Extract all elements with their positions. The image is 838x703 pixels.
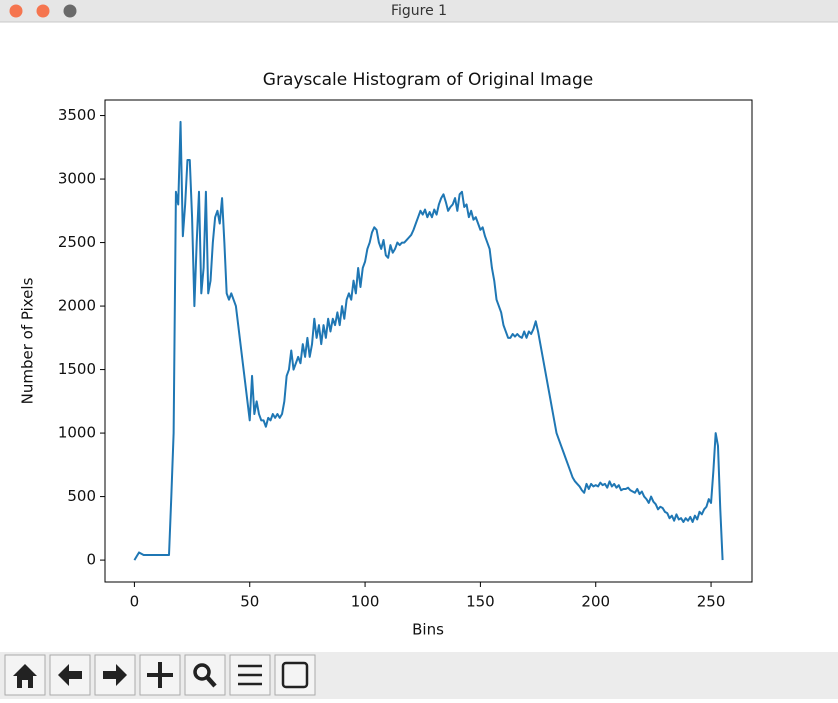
- y-tick-label: 3500: [58, 106, 96, 124]
- zoom-rect-button[interactable]: [184, 654, 226, 696]
- y-tick-label: 1500: [58, 360, 96, 378]
- chart-title: Grayscale Histogram of Original Image: [263, 70, 593, 90]
- home-icon: [13, 664, 37, 688]
- window-title: Figure 1: [391, 3, 447, 19]
- pan-icon: [147, 662, 173, 688]
- x-tick-label: 250: [697, 593, 726, 611]
- data-line: [133, 120, 724, 561]
- zoom-icon: [193, 663, 211, 681]
- back-icon: [58, 664, 82, 686]
- x-tick-label: 150: [466, 593, 495, 611]
- y-tick-label: 3000: [58, 170, 96, 188]
- x-axis-label: Bins: [412, 621, 444, 639]
- y-tick-label: 2500: [58, 233, 96, 251]
- y-axis-label: Number of Pixels: [19, 277, 37, 404]
- title-bar: [0, 0, 838, 22]
- y-tick-label: 2000: [58, 297, 96, 315]
- x-tick-label: 0: [130, 593, 140, 611]
- zoom-button[interactable]: [63, 4, 77, 18]
- save-button[interactable]: [274, 654, 316, 696]
- y-tick-label: 1000: [58, 424, 96, 442]
- x-tick-label: 200: [581, 593, 610, 611]
- plot-frame: [104, 99, 753, 583]
- minimize-button[interactable]: [36, 4, 50, 18]
- save-icon: [281, 661, 309, 689]
- x-tick-label: 50: [240, 593, 259, 611]
- y-tick-label: 0: [86, 551, 96, 569]
- close-button[interactable]: [9, 4, 23, 18]
- zoom-icon-handle: [205, 675, 217, 688]
- configure-icon: [238, 664, 262, 686]
- toolbar-buttons: [4, 654, 316, 696]
- forward-icon: [103, 664, 127, 686]
- x-tick-label: 100: [351, 593, 380, 611]
- y-tick-label: 500: [67, 487, 96, 505]
